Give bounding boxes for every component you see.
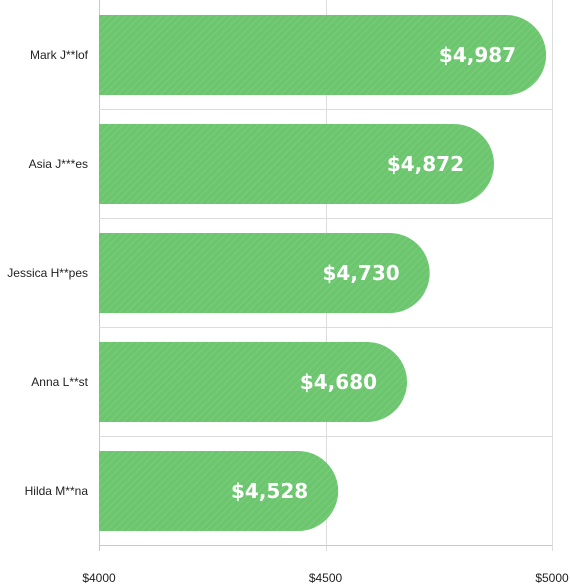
data-label: $4,872 (387, 152, 464, 176)
bar-texture (99, 451, 339, 531)
x-axis-ticks-group: $4000 $4500 $5000 (82, 571, 569, 585)
category-labels-group: Mark J**lof Asia J***es Jessica H**pes Anna… (7, 48, 88, 498)
category-label: Mark J**lof (30, 48, 89, 62)
data-label: $4,987 (439, 43, 516, 67)
category-label: Hilda M**na (25, 484, 89, 498)
data-label: $4,528 (231, 479, 308, 503)
category-label: Asia J***es (29, 157, 88, 171)
x-tick-label: $5000 (535, 571, 569, 585)
x-tick-label: $4000 (82, 571, 116, 585)
bars-group: $4,987 $4,872 $4,730 $4,680 $4,528 (99, 15, 547, 531)
bar-texture (99, 342, 408, 422)
data-label: $4,680 (300, 370, 377, 394)
bar-texture (99, 233, 430, 313)
bar-texture (99, 124, 494, 204)
category-label: Jessica H**pes (7, 266, 88, 280)
data-label: $4,730 (323, 261, 400, 285)
bar-texture (99, 15, 547, 95)
category-label: Anna L**st (31, 375, 88, 389)
x-tick-label: $4500 (309, 571, 343, 585)
